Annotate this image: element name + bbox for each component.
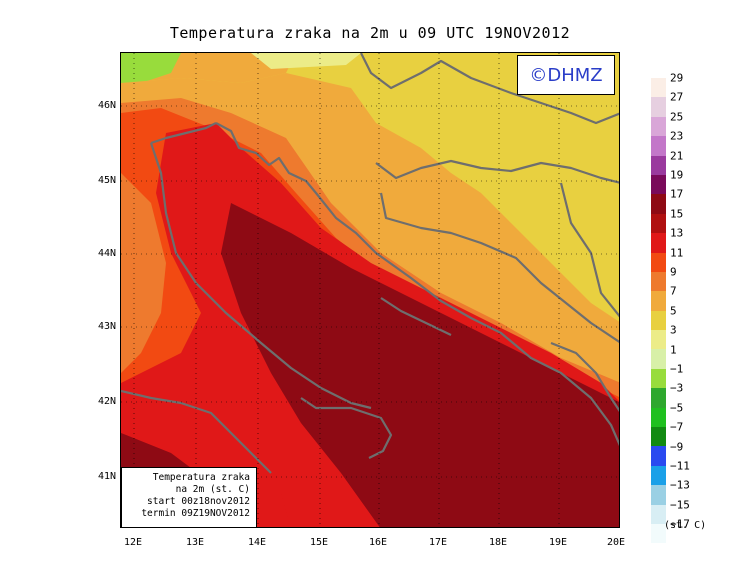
legend-label: 17 (670, 187, 684, 201)
legend-label: 29 (670, 71, 684, 85)
legend-swatch (651, 97, 666, 117)
lat-label-46n: 46N (97, 100, 116, 111)
legend-swatch (651, 136, 666, 156)
legend-swatch (651, 116, 666, 137)
legend-swatch (651, 194, 666, 214)
legend-swatch (651, 446, 666, 466)
legend-swatch (651, 155, 666, 175)
legend-label: −3 (670, 381, 684, 395)
legend-label: −15 (670, 498, 690, 512)
legend-label: 11 (670, 246, 684, 260)
legend-label: −5 (670, 401, 684, 415)
legend-label: −11 (670, 459, 690, 473)
north-pale-patch (251, 53, 361, 69)
legend-label: 19 (670, 168, 684, 182)
legend-swatch (651, 485, 666, 505)
legend-label: 5 (670, 304, 677, 318)
legend-label: −7 (670, 420, 684, 434)
lon-label-14e: 14E (247, 537, 267, 548)
lat-label-45n: 45N (97, 175, 116, 186)
lon-label-17e: 17E (428, 537, 448, 548)
lon-label-12e: 12E (123, 537, 143, 548)
temperature-map[interactable]: ©DHMZ Temperatura zraka na 2m (st. C) st… (120, 52, 620, 528)
legend-swatch (651, 427, 666, 447)
temperature-field (121, 53, 619, 527)
legend-swatch (651, 213, 666, 234)
legend-label: 3 (670, 323, 677, 337)
legend-swatch (651, 78, 666, 98)
legend-swatch (651, 174, 666, 195)
north-cold-patch (121, 53, 181, 83)
lat-label-42n: 42N (97, 396, 116, 407)
dalmatian-islands (380, 297, 452, 336)
italian-coastline (149, 142, 372, 410)
croatian-coastline (215, 122, 619, 447)
montenegro-border (550, 341, 619, 412)
legend-units: (st. C) (664, 520, 707, 531)
legend-swatch (651, 368, 666, 389)
legend-label: 1 (670, 343, 677, 357)
graticule (121, 53, 619, 527)
legend-swatch (651, 252, 666, 272)
info-valid-time: termin 09Z19NOV2012 (141, 508, 250, 519)
map-title: Temperatura zraka na 2m u 09 UTC 19NOV20… (169, 24, 571, 42)
legend-label: 9 (670, 265, 677, 279)
legend-label: −9 (670, 440, 684, 454)
legend-swatch (651, 407, 666, 428)
gargano-coastline (121, 389, 272, 474)
legend-label: 13 (670, 226, 684, 240)
lon-label-13e: 13E (185, 537, 205, 548)
lon-label-15e: 15E (309, 537, 329, 548)
coastlines (121, 53, 619, 474)
legend-label: 7 (670, 284, 677, 298)
gargano-peninsula (300, 397, 393, 459)
legend-swatch (651, 310, 666, 331)
legend-swatch (651, 388, 666, 408)
forecast-info-box: Temperatura zraka na 2m (st. C) start 00… (121, 467, 257, 527)
legend-label: 25 (670, 110, 684, 124)
lon-label-19e: 19E (548, 537, 568, 548)
bosnia-north-border (375, 159, 619, 184)
info-units: na 2m (st. C) (175, 484, 250, 495)
bosnia-border (379, 192, 619, 343)
legend-swatch (651, 504, 666, 524)
legend-swatch (651, 330, 666, 350)
legend-label: 21 (670, 149, 684, 163)
lon-label-16e: 16E (368, 537, 388, 548)
legend-swatch (651, 465, 666, 486)
info-variable: Temperatura zraka (152, 472, 250, 483)
serbia-border (559, 182, 619, 318)
lon-label-20e: 20E (606, 537, 626, 548)
legend-swatch (651, 523, 666, 544)
lat-label-44n: 44N (97, 248, 116, 259)
legend-label: 15 (670, 207, 684, 221)
lat-label-43n: 43N (97, 321, 116, 332)
italy-orange-zone (121, 173, 166, 373)
slovenia-hungary-border (360, 53, 619, 125)
legend-label: 27 (670, 90, 684, 104)
adriatic-warm-core (221, 203, 619, 527)
lat-label-41n: 41N (97, 471, 116, 482)
legend-swatch (651, 233, 666, 253)
info-start: start 00z18nov2012 (147, 496, 250, 507)
legend-label: −1 (670, 362, 684, 376)
temperature-color-scale (651, 78, 666, 544)
legend-label: 23 (670, 129, 684, 143)
istria-north-coast (150, 122, 217, 145)
legend-label: −17 (670, 517, 690, 531)
legend-label: −13 (670, 478, 690, 492)
dhmz-logo: ©DHMZ (517, 55, 615, 95)
lon-label-18e: 18E (488, 537, 508, 548)
legend-swatch (651, 271, 666, 292)
legend-swatch (651, 291, 666, 311)
legend-swatch (651, 349, 666, 369)
